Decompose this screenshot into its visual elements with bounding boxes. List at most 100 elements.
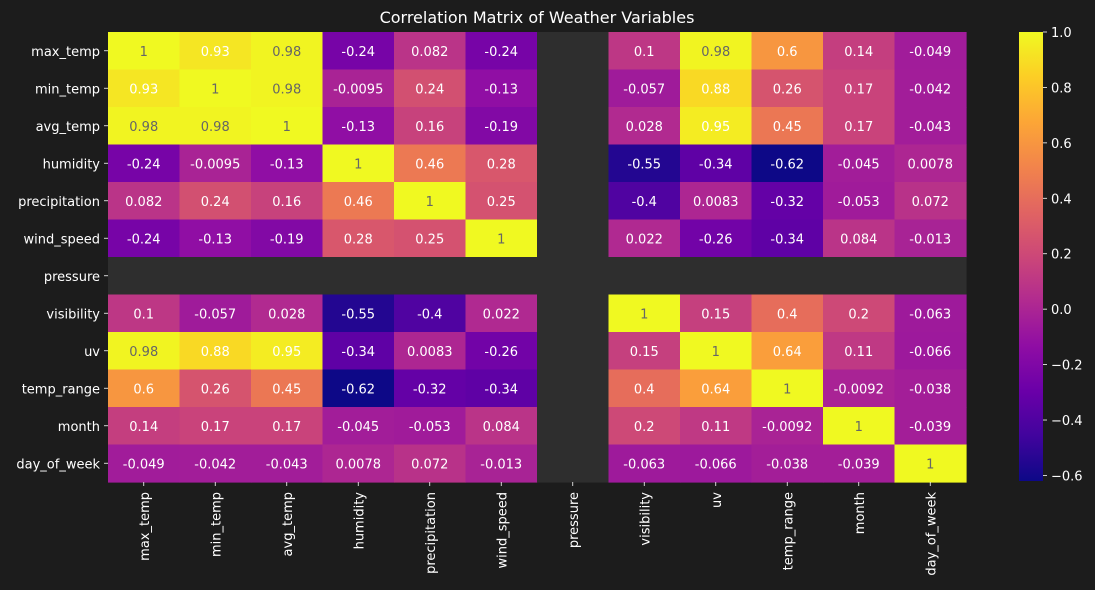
heatmap-cell	[894, 182, 967, 221]
cell-value-label: -0.053	[409, 420, 451, 435]
cell-value-label: -0.038	[909, 382, 951, 397]
heatmap-cell	[823, 219, 896, 258]
y-tick-label: min_temp	[35, 82, 100, 97]
heatmap-cell	[179, 32, 252, 71]
colorbar-tick-label: 0.8	[1051, 81, 1072, 96]
cell-value-label: -0.039	[909, 420, 951, 435]
cell-value-label: -0.0095	[190, 157, 240, 172]
cell-value-label: 0.95	[272, 345, 301, 360]
cell-value-label: -0.62	[341, 382, 375, 397]
cell-value-label: -0.62	[770, 157, 804, 172]
cell-value-label: 0.25	[415, 232, 444, 247]
cell-value-label: -0.053	[838, 195, 880, 210]
heatmap-cell	[680, 32, 753, 71]
heatmap-cell	[894, 144, 967, 183]
cell-value-label: -0.038	[766, 457, 808, 472]
cell-value-label: -0.24	[341, 45, 375, 60]
heatmap-cell	[322, 219, 395, 258]
cell-value-label: 0.15	[630, 345, 659, 360]
heatmap-cell	[894, 444, 967, 483]
cell-value-label: -0.0092	[762, 420, 812, 435]
cell-value-label: 0.0078	[336, 457, 382, 472]
colorbar-tick-label: 0.6	[1051, 137, 1072, 152]
cell-value-label: 0.93	[129, 82, 158, 97]
chart-title: Correlation Matrix of Weather Variables	[380, 8, 695, 27]
heatmap-cell	[108, 219, 181, 258]
heatmap-cell	[823, 407, 896, 446]
cell-value-label: -0.13	[341, 120, 375, 135]
heatmap-cell	[179, 444, 252, 483]
cell-value-label: 0.084	[483, 420, 520, 435]
heatmap-cell	[537, 444, 610, 483]
heatmap-cell	[608, 444, 681, 483]
cell-value-label: -0.066	[909, 345, 951, 360]
cell-value-label: -0.043	[909, 120, 951, 135]
heatmap-cell	[108, 257, 181, 296]
heatmap-cell	[537, 219, 610, 258]
colorbar-tick-label: 1.0	[1051, 26, 1072, 41]
x-tick-label: pressure	[567, 492, 582, 548]
cell-value-label: -0.19	[484, 120, 518, 135]
heatmap-cell	[680, 257, 753, 296]
heatmap-cell	[823, 107, 896, 146]
cell-value-label: -0.039	[838, 457, 880, 472]
heatmap-cell	[322, 407, 395, 446]
cell-value-label: 0.45	[272, 382, 301, 397]
cell-value-label: 0.2	[848, 307, 869, 322]
cell-value-label: 1	[283, 120, 291, 135]
heatmap-cell	[179, 369, 252, 408]
heatmap-cell	[251, 219, 324, 258]
heatmap-cell	[608, 107, 681, 146]
heatmap-cell	[608, 219, 681, 258]
heatmap-cell	[751, 182, 824, 221]
cell-value-label: 0.95	[701, 120, 730, 135]
heatmap-cell	[251, 407, 324, 446]
cell-value-label: 1	[926, 457, 934, 472]
heatmap-cell	[680, 369, 753, 408]
heatmap-cell	[394, 219, 467, 258]
heatmap-cell	[823, 69, 896, 108]
x-tick-label: temp_range	[781, 492, 796, 570]
heatmap-cell	[894, 32, 967, 71]
cell-value-label: -0.042	[909, 82, 951, 97]
heatmap-cell	[751, 107, 824, 146]
cell-value-label: 0.0083	[693, 195, 739, 210]
cell-value-label: 0.26	[201, 382, 230, 397]
cell-value-label: -0.26	[484, 345, 518, 360]
cell-value-label: -0.4	[417, 307, 442, 322]
cell-value-label: 0.16	[272, 195, 301, 210]
heatmap-cell	[108, 182, 181, 221]
heatmap-cell	[108, 144, 181, 183]
heatmap-cell	[894, 107, 967, 146]
heatmap-cell	[108, 107, 181, 146]
cell-value-label: 0.082	[125, 195, 162, 210]
heatmap-cell	[465, 32, 538, 71]
colorbar	[1019, 32, 1043, 481]
cell-value-label: -0.013	[480, 457, 522, 472]
heatmap-cell	[394, 69, 467, 108]
y-tick-label: day_of_week	[16, 457, 100, 472]
heatmap-cell	[608, 69, 681, 108]
heatmap-cell	[680, 219, 753, 258]
cell-value-label: 0.46	[415, 157, 444, 172]
heatmap-cell	[465, 107, 538, 146]
cell-value-label: 1	[712, 345, 720, 360]
heatmap-cell	[394, 257, 467, 296]
cell-value-label: 0.11	[844, 345, 873, 360]
colorbar-tick-label: 0.4	[1051, 192, 1072, 207]
heatmap-cell	[394, 144, 467, 183]
colorbar-tick-label: −0.4	[1051, 414, 1083, 429]
cell-value-label: 0.64	[701, 382, 730, 397]
cell-value-label: -0.24	[484, 45, 518, 60]
cell-value-label: 0.0078	[908, 157, 954, 172]
cell-value-label: -0.34	[699, 157, 733, 172]
cell-value-label: -0.0092	[834, 382, 884, 397]
heatmap-cell	[823, 444, 896, 483]
heatmap-cell	[465, 144, 538, 183]
cell-value-label: -0.4	[632, 195, 657, 210]
cell-value-label: 0.98	[701, 45, 730, 60]
colorbar-tick-label: 0.2	[1051, 248, 1072, 263]
cell-value-label: 0.4	[634, 382, 655, 397]
cell-value-label: 1	[497, 232, 505, 247]
heatmap-cell	[751, 219, 824, 258]
